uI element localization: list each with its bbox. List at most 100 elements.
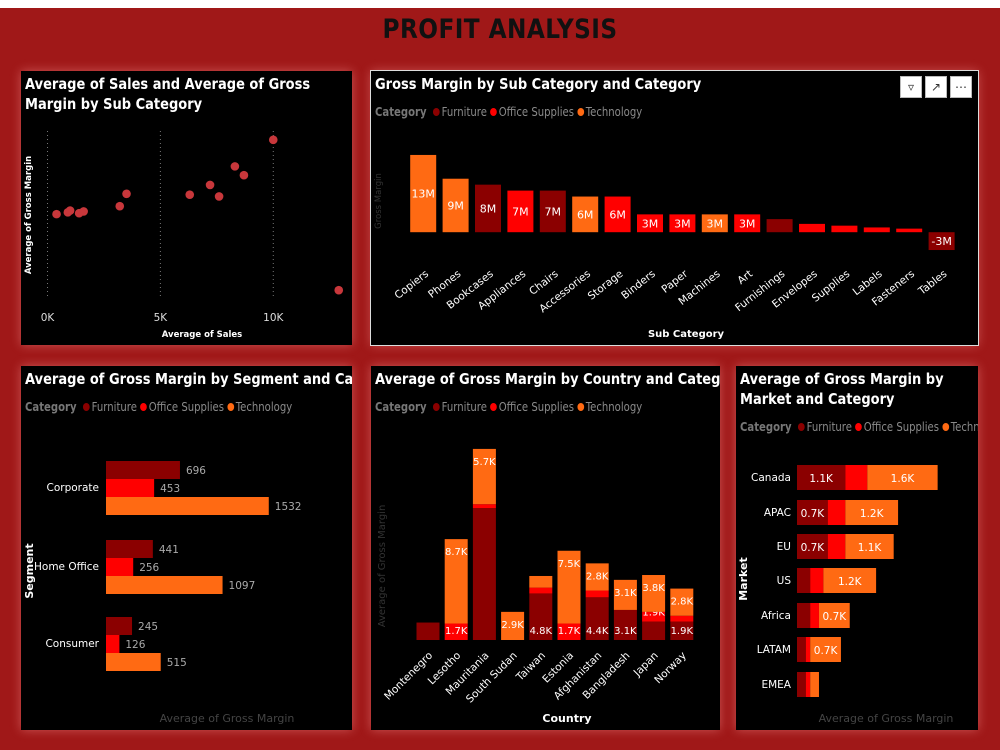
focus-mode-icon[interactable]: ↗ xyxy=(925,76,947,98)
x-tick-label: Art xyxy=(735,268,755,287)
bar xyxy=(106,635,120,653)
legend-item-furniture[interactable]: Furniture xyxy=(441,400,487,414)
data-label: 3M xyxy=(707,217,724,230)
bar xyxy=(766,219,793,233)
scatter-chart-panel[interactable]: Average of Sales and Average of Gross Ma… xyxy=(21,71,352,345)
x-tick-label: 0K xyxy=(41,312,56,324)
page-title: PROFIT ANALYSIS xyxy=(382,14,618,45)
bar-segment xyxy=(670,621,694,640)
bar-segment xyxy=(585,590,609,598)
legend-item-office-supplies[interactable]: Office Supplies xyxy=(148,400,224,414)
x-axis-title: Sub Category xyxy=(648,329,725,340)
x-tick-label: Norway xyxy=(652,650,689,687)
bar-segment xyxy=(810,603,819,628)
market-bar-chart-panel[interactable]: Average of Gross Margin by Market and Ca… xyxy=(736,366,978,730)
legend-item-furniture[interactable]: Furniture xyxy=(806,420,852,434)
legend-item-office-supplies[interactable]: Office Supplies xyxy=(498,105,574,119)
bar xyxy=(106,479,155,497)
legend-title: Category xyxy=(740,420,792,434)
segment-bar-chart-panel[interactable]: Average of Gross Margin by Segment and C… xyxy=(21,366,352,730)
data-label: 2.9K xyxy=(501,620,524,631)
legend-dot-icon xyxy=(942,423,950,431)
bar xyxy=(831,225,858,233)
legend-item-office-supplies[interactable]: Office Supplies xyxy=(498,400,574,414)
data-label: 0.7K xyxy=(823,611,848,623)
scatter-point xyxy=(214,192,224,201)
scatter-point xyxy=(239,170,249,180)
bar-segment xyxy=(797,465,846,490)
bar-segment xyxy=(613,579,637,610)
data-label: 245 xyxy=(138,621,158,633)
bar xyxy=(106,497,269,515)
bar-segment xyxy=(642,621,666,640)
data-label: 13M xyxy=(411,188,435,201)
bar-segment xyxy=(797,603,811,628)
bar-segment xyxy=(472,508,496,640)
data-label: 1.2K xyxy=(860,508,885,520)
x-tick-label: Binders xyxy=(619,268,658,302)
data-label: 7.5K xyxy=(558,559,581,570)
bar xyxy=(106,576,223,594)
y-tick-label: EU xyxy=(777,541,791,553)
bar-segment xyxy=(529,587,553,594)
legend-item-furniture[interactable]: Furniture xyxy=(91,400,137,414)
legend-item-technology[interactable]: Technol... xyxy=(950,420,978,434)
bar-segment xyxy=(797,568,811,593)
legend-item-furniture[interactable]: Furniture xyxy=(441,105,487,119)
filter-icon[interactable]: ▿ xyxy=(900,76,922,98)
country-bar-chart-panel[interactable]: Average of Gross Margin by Country and C… xyxy=(371,366,720,730)
bar-segment xyxy=(810,637,841,662)
scatter-point xyxy=(185,190,195,199)
legend-item-technology[interactable]: Technology xyxy=(585,400,643,414)
scatter-point xyxy=(122,189,131,199)
y-tick-label: Canada xyxy=(751,472,791,484)
bar-segment xyxy=(810,568,824,593)
data-label: 6M xyxy=(577,208,594,221)
bar-segment xyxy=(805,672,811,697)
y-axis-title: Average of Gross Margin xyxy=(377,505,388,628)
bar xyxy=(701,214,728,233)
y-tick-label: EMEA xyxy=(761,679,791,691)
bar-segment xyxy=(416,622,440,640)
bar-segment xyxy=(444,539,468,624)
legend: Category Furniture Office Supplies Technolo… xyxy=(25,400,292,414)
bar-segment xyxy=(472,448,496,505)
data-label: 126 xyxy=(125,639,145,651)
legend-dot-icon xyxy=(798,423,805,431)
market-bar-chart: 1.1K 1.6K Canada 0.7K 1.2K APAC 0.7K 1.1K EU 1.2K… xyxy=(737,465,953,725)
y-tick-label: Corporate xyxy=(47,482,100,494)
more-options-icon[interactable]: ⋯ xyxy=(950,76,972,98)
x-tick-label: Tables xyxy=(916,268,950,298)
y-tick-label: APAC xyxy=(764,507,791,519)
y-axis-title: Gross Margin xyxy=(374,173,384,229)
data-label: 4.4K xyxy=(586,626,609,637)
scatter-point xyxy=(52,209,61,219)
legend-dot-icon xyxy=(433,108,440,116)
bar-segment xyxy=(805,637,811,662)
bar-segment xyxy=(585,563,609,591)
bar-segment xyxy=(642,611,666,622)
legend-item-technology[interactable]: Technology xyxy=(235,400,293,414)
bar-segment xyxy=(845,500,899,525)
bar xyxy=(604,196,631,233)
data-label: 3M xyxy=(642,217,659,230)
bar-segment xyxy=(444,623,468,640)
data-label: 256 xyxy=(139,562,159,574)
bar-segment xyxy=(827,500,846,525)
data-label: 1.1K xyxy=(858,542,883,554)
subcategory-bar-chart-panel[interactable]: Gross Margin by Sub Category and Categor… xyxy=(370,70,979,346)
scatter-point xyxy=(79,207,88,216)
bar-segment xyxy=(797,672,806,697)
legend-dot-icon xyxy=(433,403,440,411)
data-label: 453 xyxy=(160,483,180,495)
bar xyxy=(410,154,437,233)
legend-item-office-supplies[interactable]: Office Supplies xyxy=(863,420,939,434)
bar xyxy=(572,196,599,233)
data-label: 3.8K xyxy=(642,583,665,594)
data-label: 8M xyxy=(480,202,497,215)
legend-item-technology[interactable]: Technology xyxy=(585,105,643,119)
legend-title: Category xyxy=(375,105,427,119)
bar-segment xyxy=(845,534,894,559)
y-tick-label: LATAM xyxy=(757,644,791,656)
